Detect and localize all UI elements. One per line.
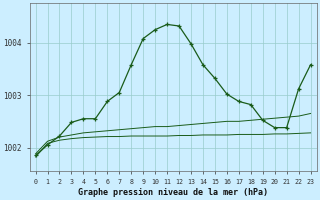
X-axis label: Graphe pression niveau de la mer (hPa): Graphe pression niveau de la mer (hPa): [78, 188, 268, 197]
